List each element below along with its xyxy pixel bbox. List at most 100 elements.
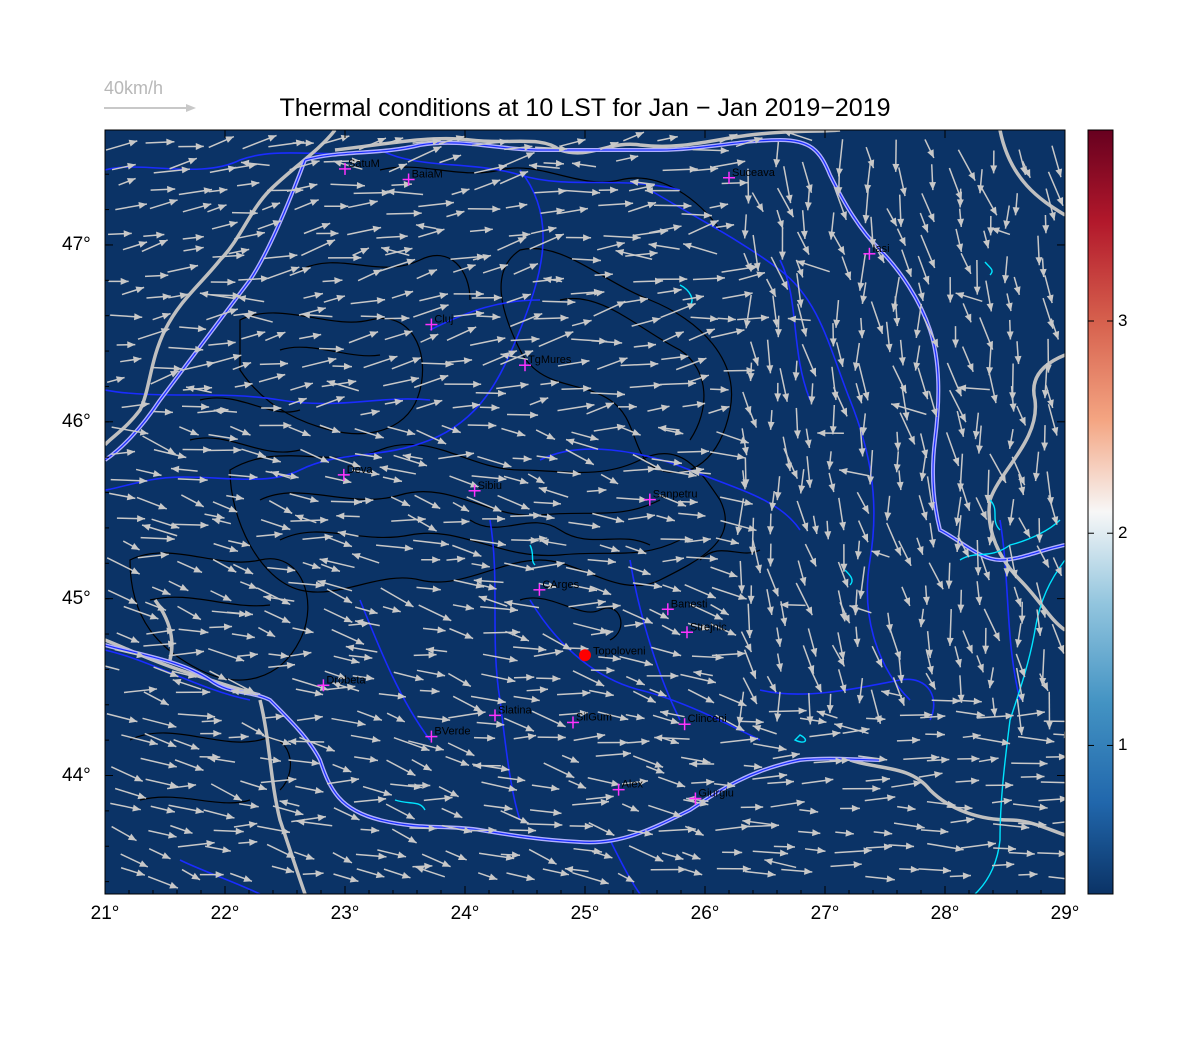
wind-arrow <box>689 603 723 621</box>
wind-arrow-head <box>634 621 644 628</box>
wind-arrow <box>711 650 746 658</box>
wind-arrow-head <box>491 179 501 187</box>
wind-arrow-head <box>826 704 834 714</box>
wind-arrow-head <box>342 765 352 773</box>
wind-arrow-head <box>295 514 304 522</box>
wind-arrow <box>185 385 212 394</box>
wind-arrow-head <box>526 874 535 882</box>
wind-arrow-head <box>309 199 319 206</box>
wind-arrow-head <box>829 426 837 435</box>
wind-arrow-head <box>539 686 549 694</box>
wind-arrow <box>228 539 251 548</box>
wind-arrow-head <box>591 188 601 196</box>
wind-arrow <box>1035 582 1047 618</box>
wind-arrow-head <box>947 800 956 808</box>
wind-arrow-head <box>926 665 934 675</box>
wind-arrow-head <box>954 517 962 526</box>
wind-arrow <box>533 499 561 507</box>
wind-arrow <box>766 675 777 693</box>
wind-arrow-head <box>707 677 716 685</box>
wind-arrow-head <box>1066 875 1074 882</box>
wind-arrow-head <box>311 562 321 570</box>
wind-arrow <box>766 589 774 616</box>
wind-arrow-head <box>406 768 416 776</box>
wind-arrow-head <box>272 220 282 227</box>
wind-arrow <box>918 866 952 874</box>
wind-arrow-head <box>839 521 847 531</box>
wind-arrow-head <box>375 432 384 439</box>
wind-arrow-head <box>169 670 179 678</box>
wind-arrow-head <box>422 763 432 771</box>
wind-arrow-head <box>927 213 935 222</box>
wind-arrow-head <box>945 580 953 589</box>
wind-arrow-head <box>283 421 292 429</box>
wind-arrow <box>1035 609 1043 636</box>
wind-arrow-head <box>191 872 201 880</box>
wind-arrow-head <box>566 438 575 446</box>
wind-arrow-head <box>248 582 258 589</box>
wind-arrow <box>414 494 441 510</box>
wind-arrow <box>717 315 736 323</box>
wind-arrow-head <box>473 380 482 388</box>
wind-arrow <box>289 159 320 171</box>
wind-arrow-head <box>137 515 146 523</box>
figure-title: Thermal conditions at 10 LST for Jan − J… <box>279 94 891 122</box>
wind-arrow <box>1018 870 1038 878</box>
wind-arrow-head <box>673 458 682 466</box>
wind-arrow <box>288 426 311 437</box>
wind-arrow-head <box>511 851 521 859</box>
wind-arrow <box>319 557 355 569</box>
wind-arrow <box>598 186 619 194</box>
wind-arrow <box>294 514 317 524</box>
wind-arrow <box>237 651 258 659</box>
wind-arrow-head <box>780 617 788 627</box>
wind-arrow-head <box>498 475 507 482</box>
wind-arrow <box>480 606 519 614</box>
wind-arrow-head <box>290 266 300 274</box>
wind-arrow <box>858 363 870 401</box>
wind-arrow <box>568 599 606 608</box>
wind-arrow <box>449 627 474 640</box>
wind-arrow-head <box>720 607 729 615</box>
wind-arrow <box>170 465 198 473</box>
wind-arrow <box>747 585 755 604</box>
wind-arrow <box>619 655 654 667</box>
wind-arrow <box>922 585 930 605</box>
wind-arrow <box>168 804 204 815</box>
wind-arrow <box>711 586 747 600</box>
wind-arrow-head <box>1039 760 1048 768</box>
wind-arrow-head <box>862 391 870 401</box>
wind-arrow <box>108 277 129 285</box>
wind-arrow-head <box>529 263 538 271</box>
wind-arrow-head <box>126 178 136 185</box>
wind-arrow-head <box>227 278 236 286</box>
wind-arrow-head <box>460 188 470 195</box>
wind-arrow-head <box>603 852 613 859</box>
wind-arrow <box>239 802 259 810</box>
wind-arrow <box>979 184 998 216</box>
wind-arrow <box>263 594 295 602</box>
wind-arrow <box>177 712 216 720</box>
wind-arrow <box>770 256 789 290</box>
wind-arrow <box>925 730 945 738</box>
wind-arrow <box>650 866 687 874</box>
wind-arrow-head <box>713 613 723 620</box>
wind-arrow <box>740 631 753 653</box>
wind-arrow-head <box>739 179 748 187</box>
wind-arrow <box>683 868 703 876</box>
wind-arrow <box>529 809 562 816</box>
wind-arrow <box>496 381 529 390</box>
wind-arrow-head <box>463 826 473 834</box>
wind-arrow-head <box>628 403 637 411</box>
wind-arrow-head <box>1039 609 1047 618</box>
wind-arrow <box>598 200 634 208</box>
wind-arrow <box>955 710 985 718</box>
wind-arrow-head <box>922 275 930 285</box>
wind-arrow <box>710 623 737 636</box>
wind-arrow-head <box>673 287 682 295</box>
wind-arrow-head <box>964 313 972 323</box>
wind-arrow-head <box>889 217 897 227</box>
wind-arrow <box>900 384 910 421</box>
wind-arrow-head <box>126 493 136 501</box>
wind-arrow-head <box>1006 861 1015 869</box>
